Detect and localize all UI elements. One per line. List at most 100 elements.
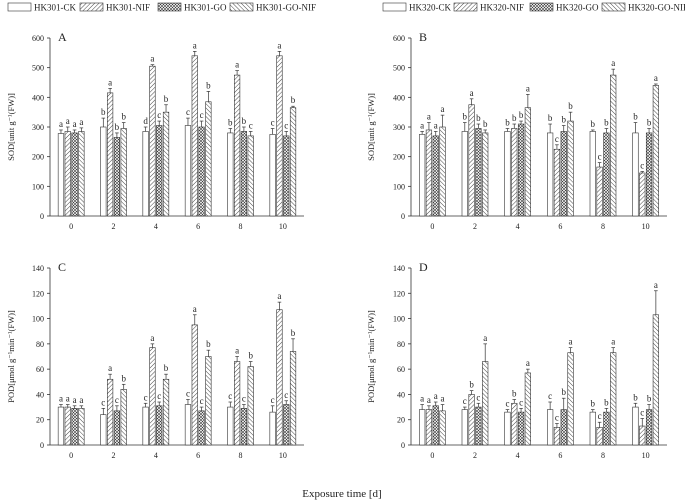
x-tick-label: 4 [154, 222, 158, 231]
legend-swatch-hk320-go-nif [601, 2, 626, 12]
significance-letter: b [561, 115, 566, 125]
bar [645, 409, 653, 446]
bar [603, 411, 610, 446]
legend-label-hk320-ck: HK320-CK [409, 3, 451, 13]
y-tick-label: 500 [393, 64, 405, 73]
significance-letter: a [277, 291, 281, 301]
x-tick-label: 2 [473, 222, 477, 231]
significance-letter: c [242, 394, 246, 404]
bar [247, 366, 254, 446]
significance-letter: b [463, 112, 468, 122]
bar [283, 404, 290, 446]
bar [149, 65, 156, 217]
y-tick-label: 200 [393, 153, 405, 162]
y-tick-label: 100 [32, 182, 44, 191]
significance-letter: c [505, 399, 509, 409]
significance-letter: c [598, 152, 602, 162]
bar [191, 55, 198, 217]
bar [461, 409, 468, 446]
bar [504, 131, 511, 217]
significance-letter: c [640, 407, 644, 417]
significance-letter: b [228, 117, 233, 127]
significance-letter: a [193, 304, 197, 314]
bar [269, 411, 276, 446]
significance-letter: a [277, 40, 281, 50]
significance-letter: a [427, 112, 431, 122]
y-tick-label: 20 [36, 416, 44, 425]
significance-letter: a [235, 346, 239, 356]
significance-letter: c [548, 391, 552, 401]
significance-letter: b [568, 101, 573, 111]
y-tick-label: 600 [393, 34, 405, 43]
significance-letter: b [512, 113, 517, 123]
y-tick-label: 60 [36, 365, 44, 374]
significance-letter: a [526, 83, 530, 93]
significance-letter: c [228, 391, 232, 401]
significance-letter: b [121, 373, 126, 383]
y-tick-label: 0 [401, 212, 405, 221]
significance-letter: b [512, 388, 517, 398]
legend-label-hk301-ck: HK301-CK [34, 3, 76, 13]
significance-letter: b [248, 351, 253, 361]
significance-letter: b [291, 328, 296, 338]
bar [610, 74, 617, 217]
bar [289, 351, 297, 446]
bar [432, 405, 439, 446]
significance-letter: a [66, 116, 70, 126]
bar [205, 101, 212, 217]
y-tick-label: 120 [32, 289, 44, 298]
bar [162, 111, 170, 217]
significance-letter: c [284, 120, 288, 130]
panel-label: B [419, 30, 427, 44]
y-tick-label: 0 [40, 212, 44, 221]
legend-label-hk320-go: HK320-GO [556, 3, 599, 13]
significance-letter: b [591, 119, 596, 129]
bar [639, 172, 646, 217]
bar [78, 131, 85, 217]
bar [524, 372, 531, 446]
significance-letter: c [115, 395, 119, 405]
significance-letter: b [548, 113, 553, 123]
significance-letter: b [561, 387, 566, 397]
significance-letter: a [150, 333, 154, 343]
significance-letter: c [200, 110, 204, 120]
significance-letter: b [242, 116, 247, 126]
bar [162, 378, 170, 446]
legend-label-hk320-go-nif: HK320-GO-NIF [628, 3, 685, 13]
bar [560, 409, 567, 446]
significance-letter: c [101, 397, 105, 407]
shared-x-axis-label: Exposure time [d] [302, 488, 381, 500]
legend-swatch-hk301-ck [7, 2, 32, 12]
significance-letter: a [79, 117, 83, 127]
significance-letter: a [470, 88, 474, 98]
bar [240, 408, 248, 446]
bar [517, 123, 525, 217]
x-tick-label: 4 [154, 451, 158, 460]
bar [198, 410, 205, 446]
significance-letter: a [73, 395, 77, 405]
bar [468, 104, 475, 217]
x-tick-label: 2 [112, 451, 116, 460]
y-tick-label: 100 [393, 315, 405, 324]
bar [78, 408, 85, 446]
bar [71, 132, 78, 217]
bar [419, 134, 426, 217]
bar [184, 125, 192, 217]
significance-letter: c [186, 107, 190, 117]
significance-letter: b [206, 339, 211, 349]
significance-letter: a [526, 358, 530, 368]
significance-letter: a [654, 73, 658, 83]
bar [283, 135, 290, 217]
bar [57, 406, 65, 446]
bar [475, 406, 482, 446]
bar [276, 55, 283, 217]
significance-letter: a [441, 104, 445, 114]
legend-hk301: HK301-CK HK301-NIF HK301-GO HK301-GO-NIF [7, 2, 316, 13]
bar [113, 137, 120, 217]
x-tick-label: 8 [601, 451, 605, 460]
x-tick-label: 10 [642, 222, 650, 231]
significance-letter: b [101, 107, 106, 117]
significance-letter: b [505, 117, 510, 127]
